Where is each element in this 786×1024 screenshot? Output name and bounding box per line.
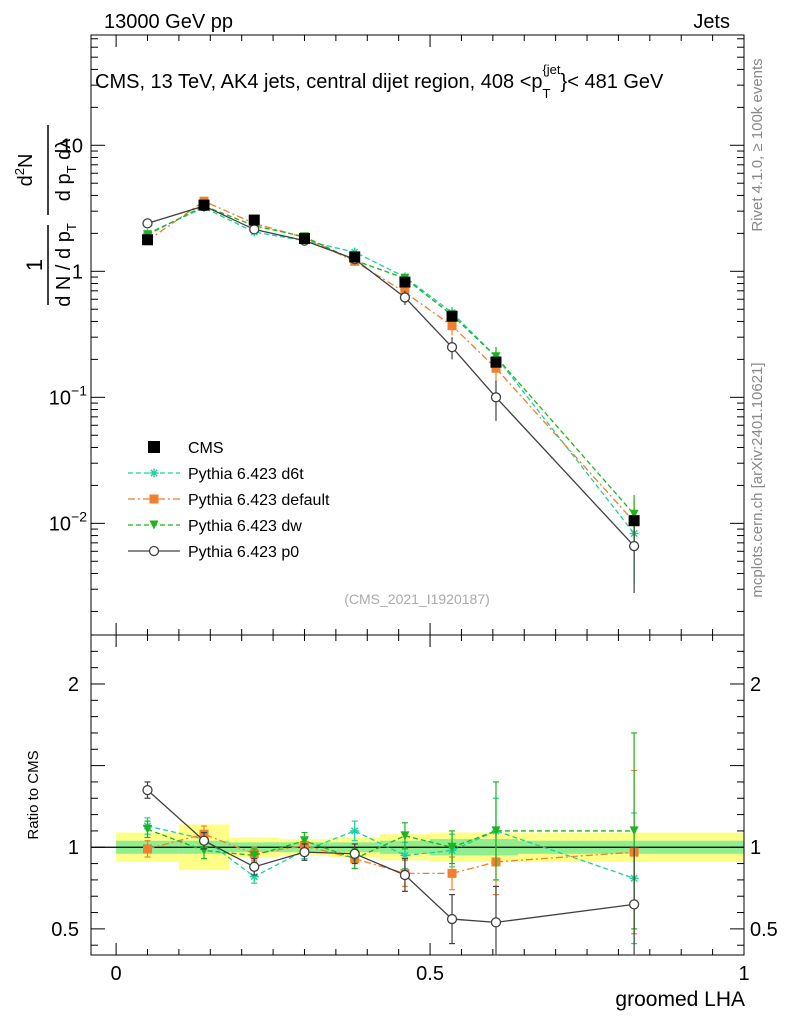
- main-title-post: }< 481 GeV: [561, 71, 665, 93]
- main-series-point: [249, 224, 260, 235]
- main-title-pre: CMS, 13 TeV, AK4 jets, central dijet reg…: [95, 71, 543, 93]
- cms-data-point: [142, 234, 154, 246]
- cms-data-point: [198, 199, 210, 211]
- ratio-series-point: [198, 835, 210, 846]
- ratio-series-point: [249, 861, 260, 872]
- main-series-point: [490, 392, 502, 403]
- legend-label: Pythia 6.423 p0: [188, 544, 299, 561]
- ratio-series-point: [400, 850, 410, 860]
- main-panel: 10−2 10−1 1 10 (CMS_2021_I1920187) CMS Pythia …: [49, 34, 745, 636]
- cms-data-point: [349, 251, 361, 263]
- ratio-series-point-d2: [401, 851, 409, 860]
- ratio-series-point: [447, 868, 457, 878]
- legend-marker-cms: [148, 441, 160, 453]
- ratio-y-tick-label: 0.5: [51, 919, 79, 941]
- legend-marker-d2: [150, 469, 158, 477]
- ratio-y-tick-label-right: 1: [750, 837, 761, 859]
- main-series-point: [629, 509, 639, 519]
- legend-marker: [149, 468, 159, 478]
- ratio-series-point: [199, 846, 209, 856]
- ratio-series-point: [628, 899, 640, 910]
- cms-data-point: [490, 356, 502, 368]
- ratio-series-point: [447, 842, 457, 852]
- cms-data-point: [399, 276, 411, 288]
- legend-label: Pythia 6.423 d6t: [188, 466, 304, 483]
- ratio-series-point: [629, 826, 639, 836]
- header-left-label: 13000 GeV pp: [104, 11, 233, 33]
- cms-data-point: [446, 310, 458, 322]
- ratio-y-tick-label-right: 2: [750, 674, 761, 696]
- ratio-panel-frame: [90, 634, 745, 956]
- x-tick-label: 0: [111, 963, 122, 985]
- main-y-tick-label: 10−2: [49, 508, 87, 535]
- legend-marker: [149, 494, 159, 504]
- mcplots-label: mcplots.cern.ch [arXiv:2401.10621]: [749, 362, 766, 597]
- ratio-series-point: [249, 850, 259, 860]
- ratio-series-point: [299, 836, 309, 846]
- x-tick-label: 0.5: [416, 963, 444, 985]
- analysis-watermark: (CMS_2021_I1920187): [344, 591, 490, 607]
- ratio-series-point: [490, 917, 502, 928]
- ratio-series-point: [350, 826, 360, 836]
- main-series-line-0: [147, 206, 635, 534]
- ratio-y-tick-label: 1: [68, 837, 79, 859]
- cms-data-point: [298, 233, 310, 245]
- ratio-series-point: [491, 826, 501, 836]
- ratio-series-point: [143, 844, 153, 854]
- main-y-tick-label: 1: [72, 261, 83, 283]
- main-title-sub: T: [543, 86, 551, 101]
- main-series-point: [142, 218, 153, 229]
- legend-label: Pythia 6.423 default: [188, 492, 330, 509]
- ratio-series-point: [349, 848, 360, 859]
- legend-label: Pythia 6.423 dw: [188, 518, 302, 535]
- svg-text:d2N: d2N: [12, 154, 37, 187]
- legend-label: CMS: [188, 440, 224, 457]
- main-title: CMS, 13 TeV, AK4 jets, central dijet reg…: [95, 62, 664, 101]
- ratio-y-tick-label-right: 0.5: [750, 919, 778, 941]
- svg-text:1: 1: [22, 259, 47, 271]
- ratio-series-point: [142, 784, 153, 796]
- main-series-point: [447, 321, 457, 331]
- ratio-series-point: [446, 913, 458, 925]
- main-y-axis-label: 1 d N / d pT d2N d pT dλ: [12, 125, 79, 307]
- main-series-point: [399, 292, 411, 303]
- ratio-panel: 0 0.5 10.5 0.51 12 2: [51, 634, 778, 985]
- legend-marker: [148, 545, 160, 557]
- cms-data-point: [628, 515, 640, 527]
- ratio-series-point: [299, 846, 310, 858]
- cms-data-point: [248, 214, 260, 226]
- ratio-y-axis-label: Ratio to CMS: [25, 750, 42, 839]
- main-series-point: [628, 540, 640, 552]
- main-y-tick-label: 10−1: [49, 382, 87, 409]
- main-title-sup: {jet: [542, 62, 560, 77]
- header-right-label: Jets: [693, 11, 730, 33]
- x-axis-label: groomed LHA: [615, 988, 745, 1011]
- ratio-series-point-d2: [351, 827, 359, 835]
- ratio-series-point: [143, 824, 153, 834]
- main-series-point: [446, 342, 458, 353]
- x-tick-label: 1: [738, 963, 749, 985]
- ratio-series-point: [399, 869, 411, 881]
- svg-text:d N / d pT: d N / d pT: [53, 223, 79, 307]
- rivet-version-label: Rivet 4.1.0, ≥ 100k events: [749, 58, 766, 231]
- legend-marker: [149, 520, 159, 530]
- main-y-tick-label: 10: [61, 135, 83, 157]
- ratio-y-tick-label: 2: [68, 674, 79, 696]
- ratio-series-point: [400, 831, 410, 841]
